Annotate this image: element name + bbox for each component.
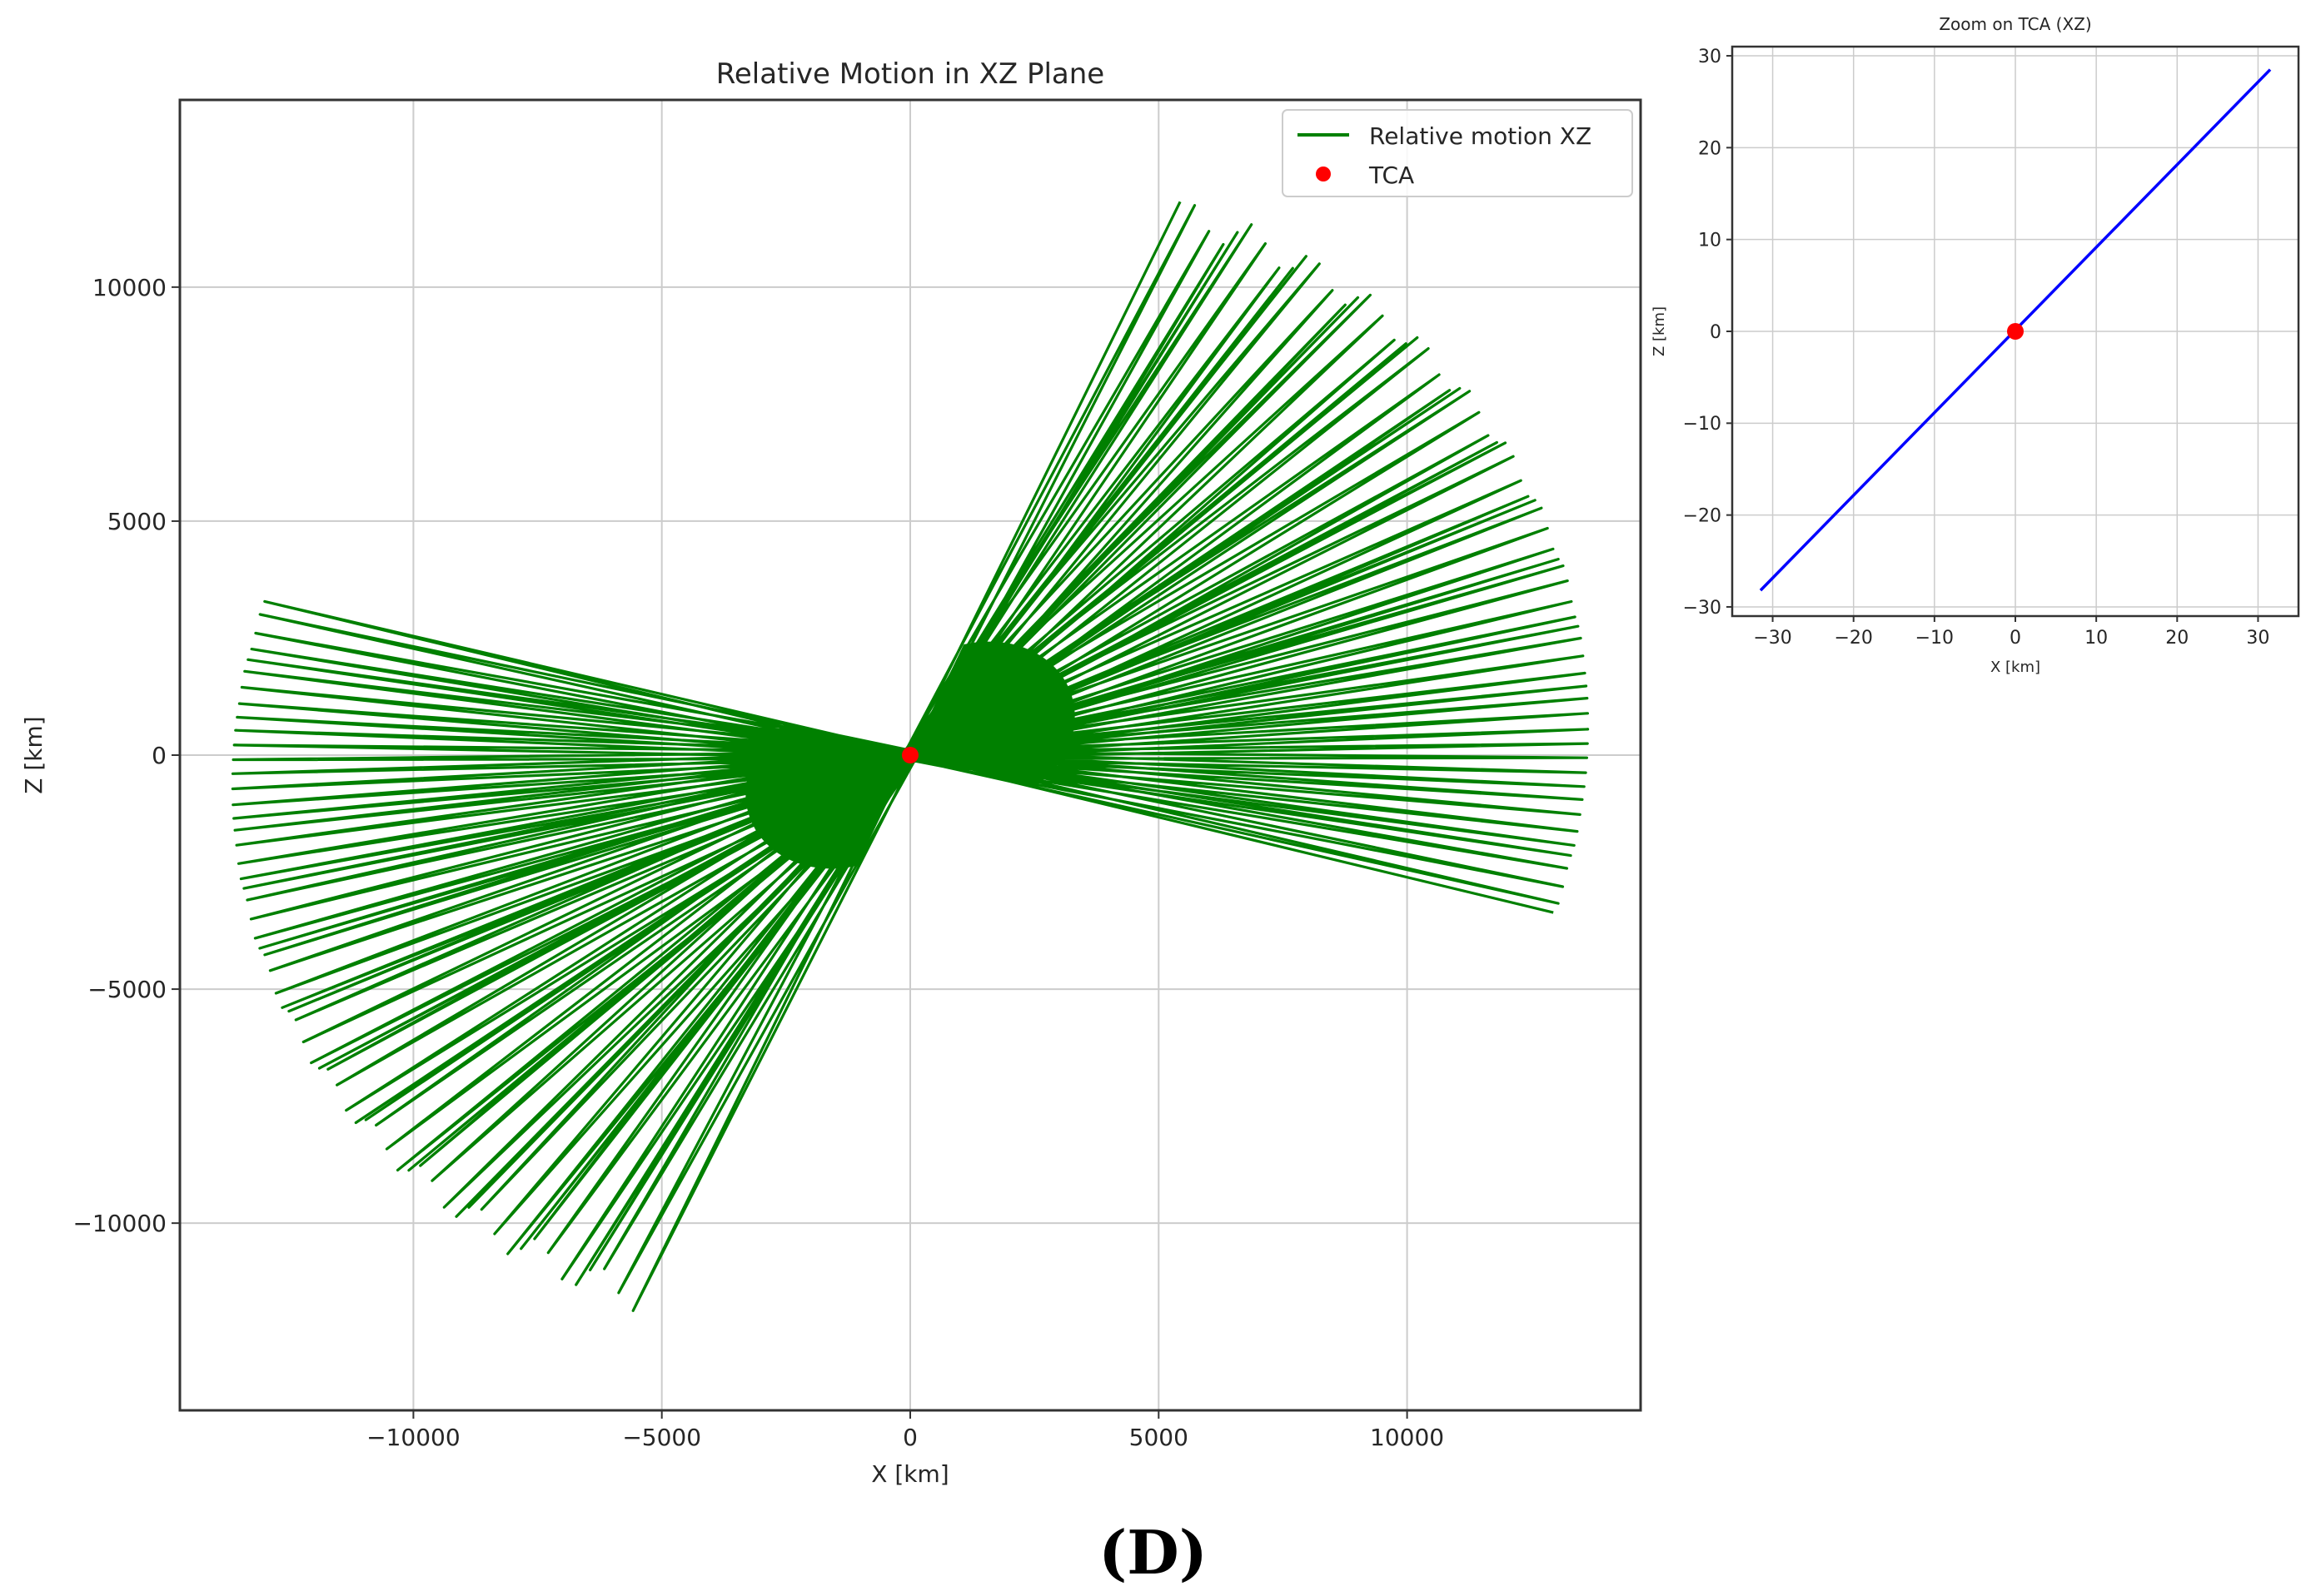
y-tick-label: 0 [1710,322,1721,343]
main-x-axis-label: X [km] [871,1460,949,1488]
y-tick-label: 10000 [92,274,167,301]
main-chart: Relative Motion in XZ Plane −10000 −5000 0… [20,57,1642,1488]
zoom-x-ticks: −30 −20 −10 0 10 20 30 [1753,616,2269,649]
y-tick-label: −30 [1683,598,1721,619]
zoom-series [1759,68,2272,592]
y-tick-label: −10000 [72,1210,167,1237]
y-tick-label: −10 [1683,414,1721,435]
legend-box [1282,109,1633,197]
legend: Relative motion XZ TCA [1282,109,1633,197]
panel-label-text: (D) [1098,1517,1208,1588]
panel-label: (D) [0,1517,2306,1588]
main-y-axis-label: Z [km] [20,716,47,793]
x-tick-label: 0 [2010,628,2021,649]
main-y-ticks: −10000 −5000 0 5000 10000 [72,274,180,1237]
zoom-tca-point [2007,323,2024,340]
x-tick-label: −10 [1915,628,1954,649]
x-tick-label: −30 [1753,628,1791,649]
tca-marker [902,747,919,763]
zoom-x-axis-label: X [km] [1990,659,2040,676]
x-tick-label: 0 [903,1424,918,1451]
y-tick-label: 10 [1698,231,1721,251]
x-tick-label: 30 [2246,628,2269,649]
y-tick-label: 30 [1698,47,1721,67]
legend-tca-swatch [1316,167,1331,181]
main-chart-title: Relative Motion in XZ Plane [716,57,1104,91]
y-tick-label: 20 [1698,138,1721,159]
zoom-chart: Zoom on TCA (XZ) −30 −20 −10 0 10 20 30 −30 −20… [1651,14,2300,676]
x-tick-label: −20 [1834,628,1872,649]
x-tick-label: 10 [2084,628,2108,649]
x-tick-label: −10000 [366,1424,461,1451]
legend-entry-tca: TCA [1368,162,1414,189]
y-tick-label: 5000 [107,508,167,535]
zoom-y-ticks: −30 −20 −10 0 10 20 30 [1683,47,1732,619]
y-tick-label: −20 [1683,506,1721,527]
x-tick-label: −5000 [622,1424,701,1451]
tca-point [902,747,919,763]
x-tick-label: 5000 [1129,1424,1188,1451]
zoom-y-axis-label: Z [km] [1651,306,1668,356]
zoom-chart-title: Zoom on TCA (XZ) [1939,14,2091,34]
y-tick-label: −5000 [87,976,167,1003]
main-x-ticks: −10000 −5000 0 5000 10000 [366,1410,1444,1451]
x-tick-label: 10000 [1370,1424,1444,1451]
legend-entry-relative-motion: Relative motion XZ [1369,122,1591,150]
y-tick-label: 0 [152,742,167,769]
relative-motion-line [231,201,1590,1312]
x-tick-label: 20 [2165,628,2189,649]
